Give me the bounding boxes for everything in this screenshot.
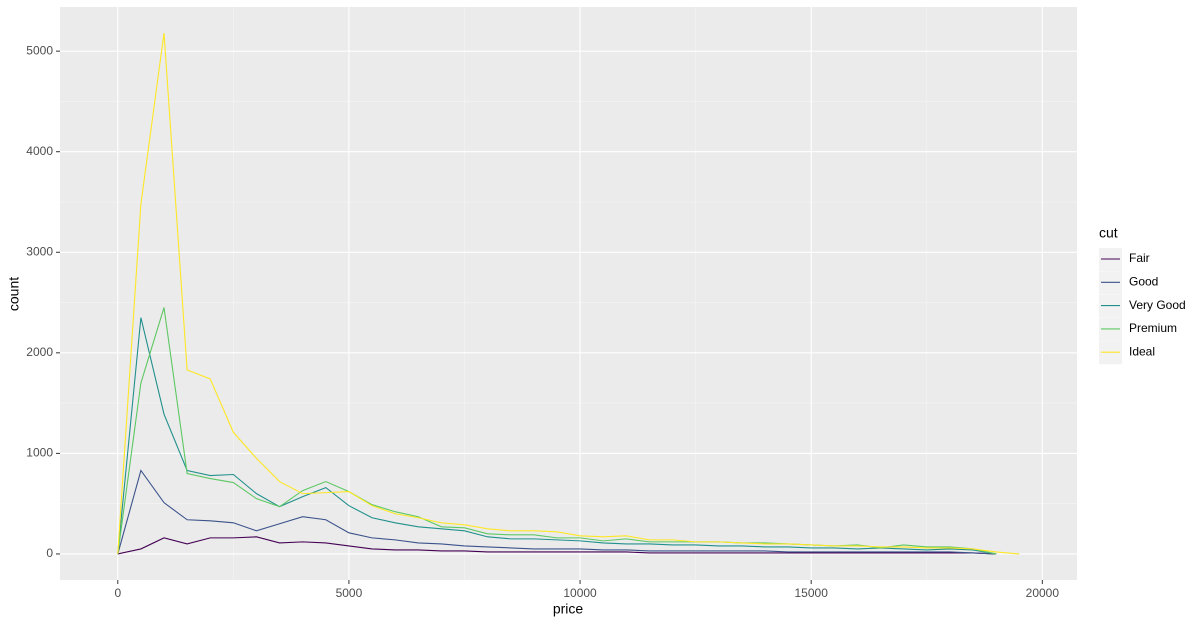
- series-line: [117, 317, 997, 555]
- y-tick-label: 1000: [26, 446, 53, 460]
- x-tick-label: 15000: [795, 586, 829, 600]
- x-axis-title: price: [553, 601, 584, 617]
- legend-label: Premium: [1129, 321, 1177, 335]
- y-tick-label: 2000: [26, 345, 53, 359]
- series-line: [117, 32, 1020, 555]
- legend-title: cut: [1099, 225, 1118, 241]
- legend-label: Fair: [1129, 251, 1150, 265]
- legend-label: Good: [1129, 274, 1158, 288]
- x-tick-label: 0: [114, 586, 121, 600]
- series-line: [117, 307, 997, 555]
- y-axis-title: count: [6, 277, 22, 311]
- x-tick-label: 5000: [336, 586, 363, 600]
- legend-label: Very Good: [1129, 298, 1186, 312]
- y-tick-label: 3000: [26, 244, 53, 258]
- x-tick-label: 10000: [563, 586, 597, 600]
- y-tick-label: 5000: [26, 43, 53, 57]
- series-line: [117, 536, 997, 555]
- legend-label: Ideal: [1129, 344, 1155, 358]
- x-tick-label: 20000: [1026, 586, 1060, 600]
- y-tick-label: 0: [46, 546, 53, 560]
- panel: [60, 7, 1077, 580]
- series-line: [117, 469, 997, 555]
- y-tick-label: 4000: [26, 144, 53, 158]
